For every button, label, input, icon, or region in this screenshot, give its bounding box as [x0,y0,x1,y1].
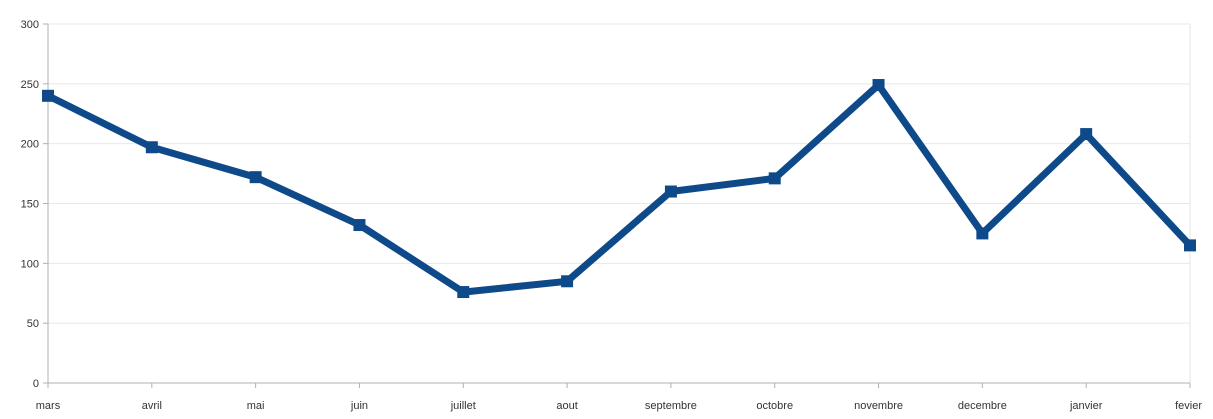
x-tick-labels: mars avril mai juin juillet aout septembre octo… [36,400,1203,412]
data-point [457,286,470,299]
y-tick-label: 200 [21,139,39,151]
x-tick-label: juin [350,400,368,412]
data-point [664,185,677,198]
marker-layer [42,79,1196,299]
x-tick-label: decembre [958,400,1007,412]
y-tick-labels: 0 50 100 150 200 250 300 [21,19,39,390]
x-tick-label: mai [247,400,265,412]
x-tick-label: janvier [1069,400,1103,412]
axis-layer [43,23,1191,388]
data-point [561,275,574,288]
series-layer [44,81,1194,296]
x-tick-label: avril [142,400,162,412]
y-tick-label: 50 [27,318,39,330]
data-point [768,172,781,185]
y-tick-label: 100 [21,258,39,270]
data-point [872,79,885,92]
y-tick-label: 150 [21,199,39,211]
data-point [976,227,989,240]
y-tick-label: 250 [21,79,39,91]
x-tick-label: novembre [854,400,903,412]
y-tick-label: 300 [21,19,39,31]
x-tick-label: octobre [756,400,793,412]
x-tick-label: mars [36,400,61,412]
series-line [44,81,1194,296]
data-point [1184,239,1196,252]
data-point [1080,128,1093,141]
data-point [145,141,158,154]
data-point [353,219,366,232]
data-point [42,89,54,102]
y-tick-label: 0 [33,378,39,390]
x-tick-label: fevier [1175,400,1202,412]
grid-layer [48,23,1190,384]
x-tick-label: juillet [450,400,476,412]
data-point [249,171,262,184]
x-tick-label: aout [556,400,577,412]
x-tick-label: septembre [645,400,697,412]
